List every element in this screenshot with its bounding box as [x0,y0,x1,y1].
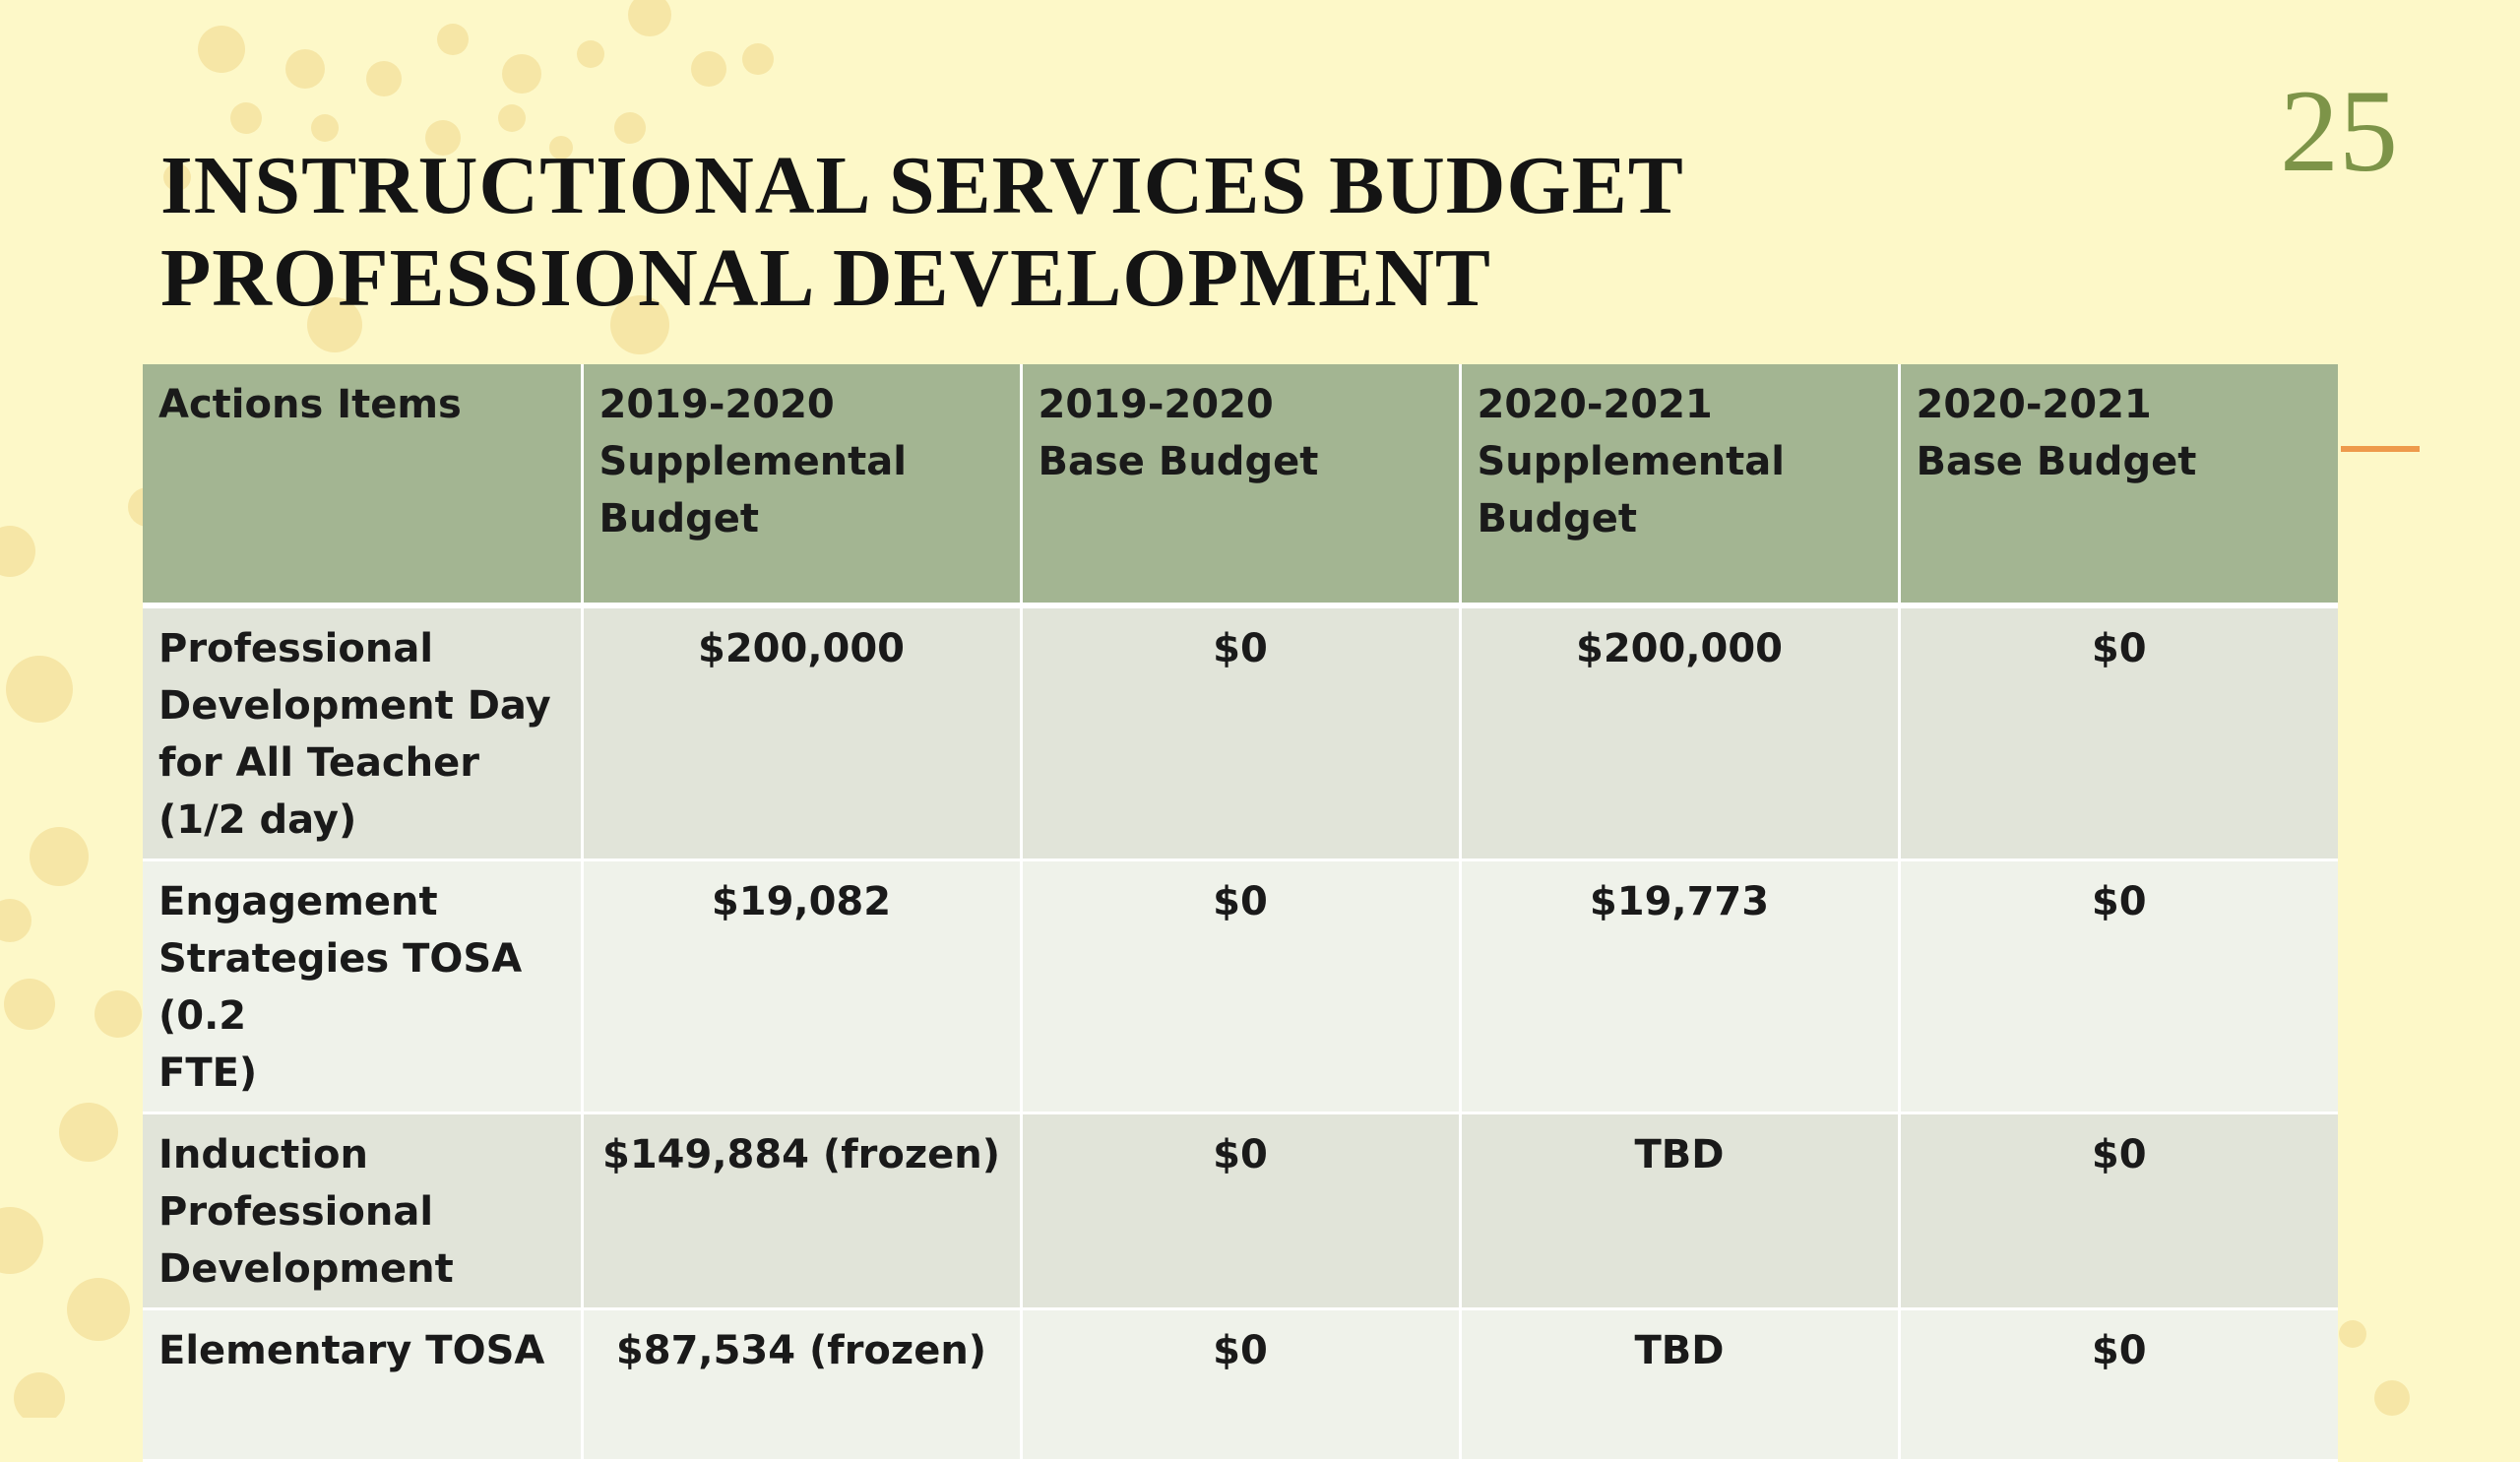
action-item-cell: Induction Professional Development [143,1112,584,1309]
action-item-cell: Elementary TOSA [143,1308,584,1461]
budget-table: Actions Items 2019-2020 Supplemental Bud… [143,364,2338,1462]
table-row: Induction Professional Development $149,… [143,1112,2338,1309]
slide-title-line-2: PROFESSIONAL DEVELOPMENT [160,232,1491,324]
value-cell: $0 [2091,626,2147,671]
action-item-line: Development [158,1246,454,1292]
value-cell: $200,000 [582,605,1023,860]
slide-title: INSTRUCTIONAL SERVICES BUDGET PROFESSION… [160,140,1684,325]
header-actions-items: Actions Items [143,364,584,608]
value-cell: TBD [1460,1112,1901,1309]
header-2020-2021-base: 2020-2021 Base Budget [1899,364,2338,608]
action-item-line: Strategies TOSA (0.2 [158,936,523,1039]
header-line: Base Budget [1916,439,2197,484]
header-line: Supplemental [598,439,908,484]
action-item-line: Professional [158,1189,434,1235]
action-item-cell: Engagement Strategies TOSA (0.2 FTE) [143,859,584,1113]
header-line: 2020-2021 [1916,382,2152,427]
action-item-line: Development Day [158,683,551,729]
header-line: Base Budget [1038,439,1319,484]
value-cell: $0 [2091,1328,2147,1373]
value-cell: $19,773 [1460,859,1901,1113]
action-item-line: Elementary TOSA [158,1328,545,1373]
value-cell: $149,884 (frozen) [582,1112,1023,1309]
action-item-line: (1/2 day) [158,797,357,843]
table-header-row: Actions Items 2019-2020 Supplemental Bud… [143,364,2338,608]
header-line: 2020-2021 [1477,382,1713,427]
decorative-dot-pattern [0,0,2410,1418]
slide-number: 25 [2280,65,2398,196]
header-2019-2020-base: 2019-2020 Base Budget [1021,364,1462,608]
accent-line [2341,446,2420,452]
action-item-line: FTE) [158,1050,258,1096]
value-cell: $0 [1021,605,1462,860]
action-item-line: Professional [158,626,434,671]
slide-title-line-1: INSTRUCTIONAL SERVICES BUDGET [160,140,1684,231]
value-cell: $87,534 (frozen) [582,1308,1023,1461]
table-row: Engagement Strategies TOSA (0.2 FTE) $19… [143,859,2338,1113]
header-line: Budget [598,496,759,541]
action-item-line: Induction [158,1132,368,1177]
table-row: Elementary TOSA $87,534 (frozen) $0 TBD … [143,1308,2338,1461]
header-2020-2021-supplemental: 2020-2021 Supplemental Budget [1460,364,1901,608]
value-cell: $0 [1021,859,1462,1113]
value-cell: TBD [1460,1308,1901,1461]
value-cell: $19,082 [582,859,1023,1113]
value-cell: $200,000 [1460,605,1901,860]
value-cell: $0 [1021,1112,1462,1309]
header-2019-2020-supplemental: 2019-2020 Supplemental Budget [582,364,1023,608]
header-line: Budget [1477,496,1637,541]
header-line: Actions Items [158,382,462,427]
value-cell: $0 [2091,1132,2147,1177]
header-line: 2019-2020 [1038,382,1274,427]
table-row: Professional Development Day for All Tea… [143,605,2338,860]
action-item-line: Engagement [158,879,438,924]
value-cell: $0 [1021,1308,1462,1461]
action-item-line: for All Teacher [158,740,479,786]
action-item-cell: Professional Development Day for All Tea… [143,605,584,860]
header-line: 2019-2020 [598,382,835,427]
header-line: Supplemental [1477,439,1786,484]
value-cell: $0 [2091,879,2147,924]
